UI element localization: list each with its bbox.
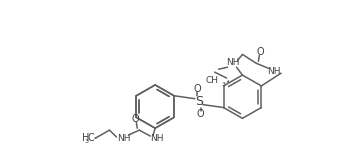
Text: O: O [197, 109, 205, 119]
Text: NH: NH [226, 58, 239, 67]
Text: H: H [82, 133, 89, 143]
Text: CH: CH [206, 76, 219, 86]
Text: NH: NH [150, 133, 164, 143]
Text: O: O [257, 47, 264, 58]
Text: 3: 3 [85, 139, 89, 144]
Text: NH: NH [117, 133, 130, 143]
Text: 3: 3 [222, 82, 226, 87]
Text: O: O [193, 84, 201, 94]
Text: S: S [195, 95, 203, 108]
Text: C: C [87, 133, 94, 143]
Text: O: O [132, 114, 139, 124]
Text: NH: NH [267, 67, 281, 76]
